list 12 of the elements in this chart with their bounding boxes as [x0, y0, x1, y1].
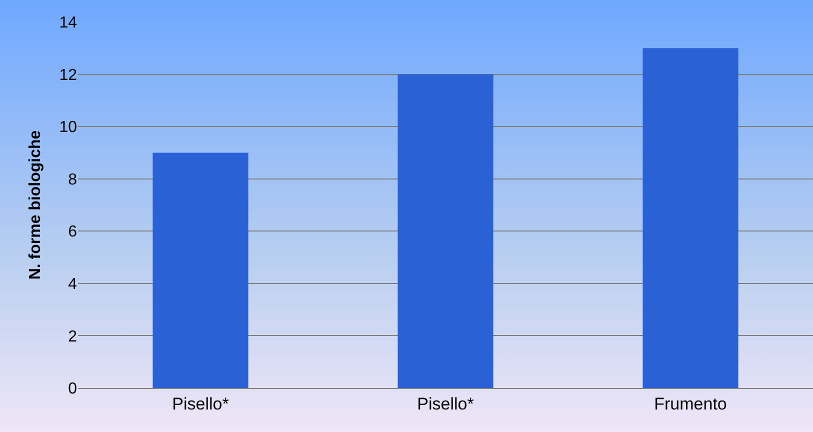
x-tick-label: Pisello*: [417, 394, 474, 414]
x-tick-label: Frumento: [654, 394, 727, 414]
y-tick-label: 6: [68, 224, 78, 241]
y-tick-label: 2: [68, 328, 78, 346]
y-tick-label: 12: [59, 66, 78, 84]
x-tick-label: Pisello*: [172, 394, 230, 414]
y-tick-label: 0: [68, 380, 78, 398]
y-tick-label: 4: [68, 276, 78, 294]
y-axis-title: N. forme biologiche: [27, 130, 44, 280]
y-tick-label: 8: [68, 171, 78, 188]
y-tick-label: 14: [59, 14, 78, 32]
y-tick-label: 10: [59, 119, 78, 136]
